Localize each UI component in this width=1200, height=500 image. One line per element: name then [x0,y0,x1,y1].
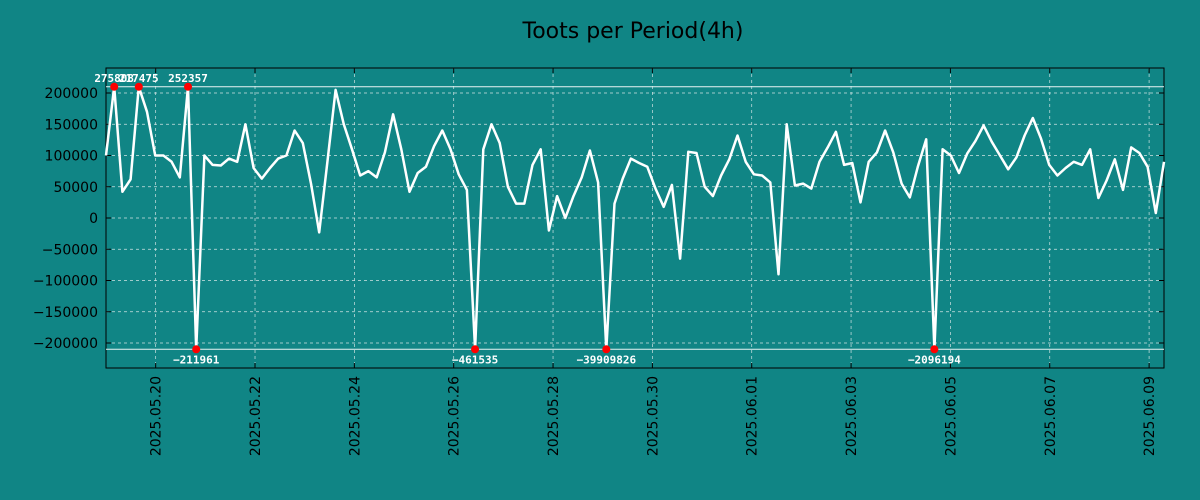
clip-lines [106,86,1164,350]
peak-marker [192,345,201,354]
peak-marker [134,82,143,91]
chart-title: Toots per Period(4h) [522,19,744,44]
grid [106,68,1164,368]
y-tick-label: −200000 [33,336,98,352]
x-axis: 2025.05.20 2025.05.22 2025.05.24 2025.05.26… [149,68,1158,456]
x-tick-label: 2025.05.26 [447,376,463,456]
x-tick-label: 2025.06.09 [1142,376,1158,456]
peak-label: −461535 [452,353,498,366]
peak-label: −2096194 [908,353,961,366]
y-tick-label: −150000 [33,305,98,321]
x-tick-label: 2025.06.01 [745,376,761,456]
y-tick-label: 100000 [45,149,98,165]
x-tick-label: 2025.05.28 [546,376,562,456]
y-tick-label: 150000 [45,117,98,133]
peak-label: 217475 [119,72,159,85]
peak-marker [471,345,480,354]
series-group [104,85,1166,351]
peak-label: −39909826 [576,353,636,366]
peak-label: 252357 [168,72,208,85]
peak-marker [184,82,193,91]
peak-marker [602,345,611,354]
plot-area: 200000 150000 100000 50000 0 −50000 −100000 −15… [33,67,1166,456]
y-tick-label: −100000 [33,274,98,290]
x-tick-label: 2025.05.24 [347,376,363,456]
x-tick-label: 2025.05.30 [645,376,661,456]
series-line [104,85,1166,351]
x-tick-label: 2025.05.20 [149,376,165,456]
x-tick-label: 2025.06.07 [1043,376,1059,456]
peak-marker [930,345,939,354]
x-tick-label: 2025.05.22 [248,376,264,456]
y-axis: 200000 150000 100000 50000 0 −50000 −100000 −15… [33,86,1164,352]
peak-label: 275808 [94,72,134,85]
y-tick-label: 0 [89,211,98,227]
y-tick-label: −50000 [42,242,98,258]
x-tick-label: 2025.06.03 [844,376,860,456]
peak-marker [110,82,119,91]
y-tick-label: 200000 [45,86,98,102]
x-tick-label: 2025.06.05 [943,376,959,456]
peak-label: −211961 [173,353,220,366]
y-tick-label: 50000 [53,180,98,196]
